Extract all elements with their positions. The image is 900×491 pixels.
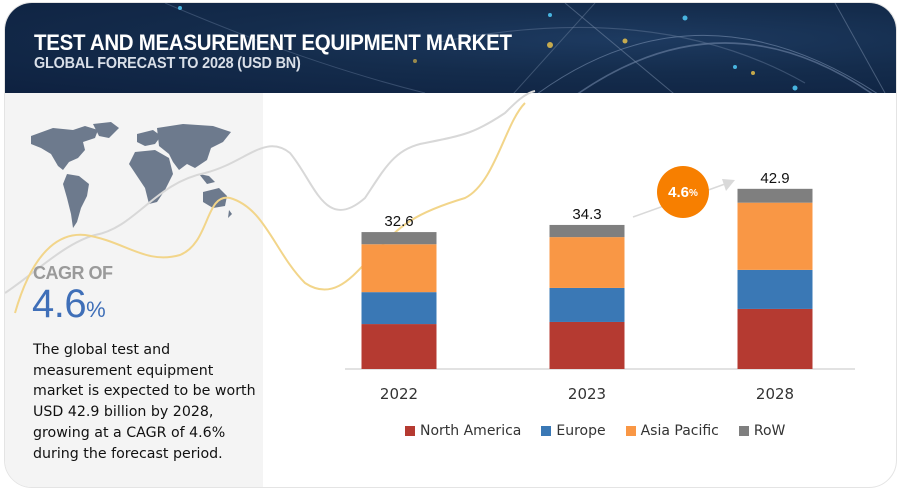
- bar-segment-north-america-2023: [549, 321, 625, 369]
- bar-segment-asia-pacific-2023: [549, 237, 625, 288]
- cagr-growth-badge: 4.6%: [657, 166, 709, 218]
- legend-swatch-icon: [405, 426, 415, 436]
- legend-label: Asia Pacific: [640, 423, 719, 439]
- x-tick-label-2028: 2028: [756, 385, 794, 403]
- page-subtitle: GLOBAL FORECAST TO 2028 (USD BN): [34, 55, 301, 72]
- chart-legend: North America Europe Asia Pacific RoW: [405, 423, 785, 439]
- bar-segment-row-2023: [549, 224, 625, 238]
- legend-swatch-icon: [738, 426, 749, 436]
- stacked-bar-chart: 32.6 2022 34.3 2023 42.9 2028: [345, 170, 855, 403]
- bar-segment-asia-pacific-2022: [361, 244, 437, 293]
- header-banner: TEST AND MEASUREMENT EQUIPMENT MARKET GL…: [5, 3, 896, 93]
- bar-segment-europe-2023: [549, 287, 625, 322]
- badge-percent-sign: %: [688, 188, 698, 199]
- total-label-2023: 34.3: [572, 206, 601, 223]
- bar-segment-asia-pacific-2028: [737, 202, 813, 270]
- fiber-optic-decoration-icon: [164, 3, 886, 93]
- cagr-label: CAGR OF: [33, 263, 113, 283]
- infographic-card: TEST AND MEASUREMENT EQUIPMENT MARKET GL…: [4, 2, 897, 488]
- cagr-value: 4.6%: [32, 281, 106, 333]
- total-label-2028: 42.9: [760, 170, 789, 187]
- legend-item-asia-pacific: Asia Pacific: [625, 423, 719, 439]
- legend-label: Europe: [556, 423, 606, 439]
- page-title: TEST AND MEASUREMENT EQUIPMENT MARKET: [34, 30, 512, 55]
- bar-segment-row-2028: [737, 188, 813, 203]
- legend-label: North America: [420, 423, 522, 439]
- legend-item-row: RoW: [738, 423, 786, 439]
- x-tick-label-2022: 2022: [380, 385, 418, 403]
- market-description: The global test and measurement equipmen…: [33, 342, 256, 462]
- arrow-right-up-icon: [722, 179, 735, 191]
- bar-segment-north-america-2028: [737, 308, 813, 369]
- legend-swatch-icon: [625, 426, 636, 436]
- x-tick-label-2023: 2023: [568, 385, 606, 403]
- bar-segment-europe-2022: [361, 292, 437, 325]
- legend-swatch-icon: [541, 426, 552, 436]
- legend-item-north-america: North America: [405, 423, 521, 439]
- bar-segment-north-america-2022: [361, 324, 437, 369]
- badge-value: 4.6: [668, 183, 689, 201]
- legend-item-europe: Europe: [541, 423, 606, 439]
- cagr-percent-sign: %: [86, 297, 106, 322]
- total-label-2022: 32.6: [384, 213, 413, 230]
- bar-segment-row-2022: [361, 232, 437, 245]
- cagr-number: 4.6: [32, 282, 87, 326]
- bar-segment-europe-2028: [737, 269, 813, 309]
- legend-label: RoW: [753, 423, 786, 439]
